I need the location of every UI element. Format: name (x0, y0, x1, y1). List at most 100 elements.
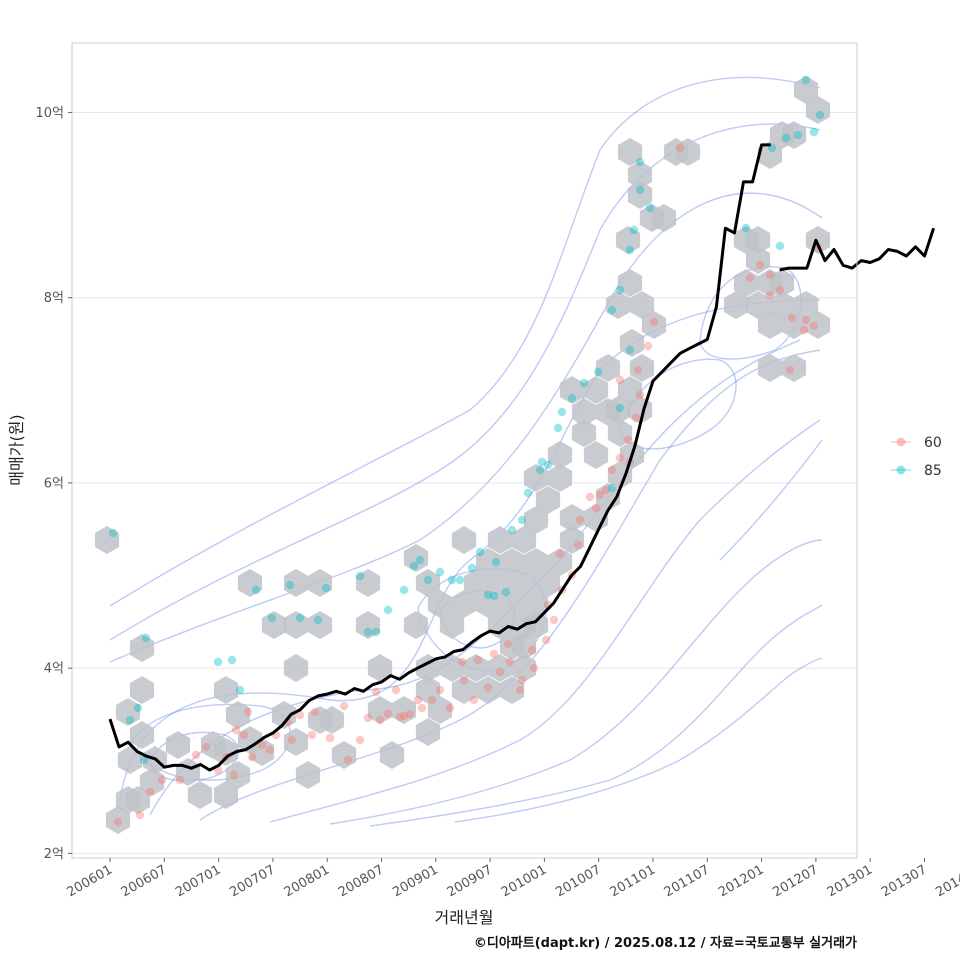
hexbin-cell (559, 526, 585, 554)
scatter-point (243, 707, 253, 717)
legend: 60 85 (891, 435, 942, 479)
density-contour (109, 192, 823, 663)
density-contour (149, 339, 801, 816)
scatter-point (435, 567, 445, 577)
hexbin-cell (627, 181, 653, 209)
x-tick-label: 201401 (933, 862, 960, 900)
x-tick-label: 201101 (608, 862, 658, 900)
hexbin-cell (463, 569, 489, 597)
scatter-point (285, 580, 295, 590)
scatter-point (413, 695, 423, 705)
legend-label-85: 85 (924, 463, 942, 479)
hexbin-cell (225, 701, 251, 729)
plot-panel-border (71, 42, 858, 859)
density-contour (719, 439, 823, 561)
scatter-point (445, 703, 455, 713)
scatter-point (625, 245, 635, 255)
scatter-point (491, 557, 501, 567)
scatter-point (775, 241, 785, 251)
hexbin-cell (627, 161, 653, 189)
scatter-point (375, 715, 385, 725)
hexbin-cell (511, 632, 537, 660)
hexbin-cell (559, 376, 585, 404)
x-tick-label: 201201 (716, 862, 766, 900)
scatter-point (517, 515, 527, 525)
scatter-point (267, 613, 277, 623)
hexbin-cell (283, 611, 309, 639)
y-tick-label: 4억 (44, 662, 64, 677)
hexbin-cell (745, 226, 771, 254)
hexbin-cell (511, 526, 537, 554)
x-tick-label: 201307 (879, 862, 929, 900)
hexbin-cell (617, 138, 643, 166)
x-axis-title: 거래년월 (435, 908, 494, 927)
x-tick-label: 200901 (390, 862, 440, 900)
scatter-point (517, 675, 527, 685)
hexbin-cell (427, 696, 453, 724)
x-tick-label: 200701 (173, 862, 223, 900)
hexbin-cell (535, 569, 561, 597)
scatter-point (423, 575, 433, 585)
hexbin-cell (355, 569, 381, 597)
scatter-point (391, 685, 401, 695)
hexbin-cell (415, 718, 441, 746)
scatter-point (631, 413, 641, 423)
scatter-point (529, 663, 539, 673)
hexbin-cell (129, 721, 155, 749)
hexbin-cell (283, 569, 309, 597)
hexbin-cell (629, 291, 655, 319)
scatter-point (515, 685, 525, 695)
hexbin-cell (769, 269, 795, 297)
hexbin-cell (757, 311, 783, 339)
hexbin-cell (439, 611, 465, 639)
scatter-point (395, 712, 405, 722)
scatter-point (227, 655, 237, 665)
scatter-point (295, 613, 305, 623)
hexbin-cell (547, 441, 573, 469)
hexbin-cell (451, 590, 477, 618)
hexbin-cell (271, 701, 297, 729)
hexbin-cell (415, 676, 441, 704)
hexbin-cell (475, 548, 501, 576)
hexbin-cell (607, 419, 633, 447)
hexbin-cell (571, 419, 597, 447)
scatter-point (371, 627, 381, 637)
scatter-point (601, 485, 611, 495)
hexbin-cell (523, 611, 549, 639)
scatter-point (201, 742, 211, 752)
hexbin-cell (391, 696, 417, 724)
scatter-point (257, 740, 267, 750)
scatter-point (809, 321, 819, 331)
scatter-point (535, 465, 545, 475)
x-tick-label: 201207 (770, 862, 820, 900)
scatter-point (741, 223, 751, 233)
x-tick-label: 200801 (282, 862, 332, 900)
scatter-point (231, 725, 241, 735)
scatter-point (607, 305, 617, 315)
scatter-point (507, 525, 517, 535)
hexbin-cell (675, 138, 701, 166)
scatter-point (339, 701, 349, 711)
scatter-point (307, 730, 317, 740)
hexbin-cell (617, 269, 643, 297)
legend-key-60 (896, 437, 906, 447)
scatter-point (417, 703, 427, 713)
hexbin-cell (213, 676, 239, 704)
hexbin-cell (213, 738, 239, 766)
hexbin-cell (595, 354, 621, 382)
density-contour (199, 349, 821, 821)
hexbin-cell (641, 311, 667, 339)
hexbin-cell (605, 396, 631, 424)
scatter-point (457, 657, 467, 667)
hexbin-cell (379, 741, 405, 769)
x-tick-label: 200607 (119, 862, 169, 900)
hexbin-cell (595, 483, 621, 511)
scatter-point (615, 285, 625, 295)
x-tick-label: 201107 (662, 862, 712, 900)
x-tick-label: 200907 (445, 862, 495, 900)
scatter-point (483, 683, 493, 693)
scatter-point (793, 130, 803, 140)
hexbin-cell (733, 269, 759, 297)
scatter-point (355, 735, 365, 745)
scatter-point (775, 285, 785, 295)
